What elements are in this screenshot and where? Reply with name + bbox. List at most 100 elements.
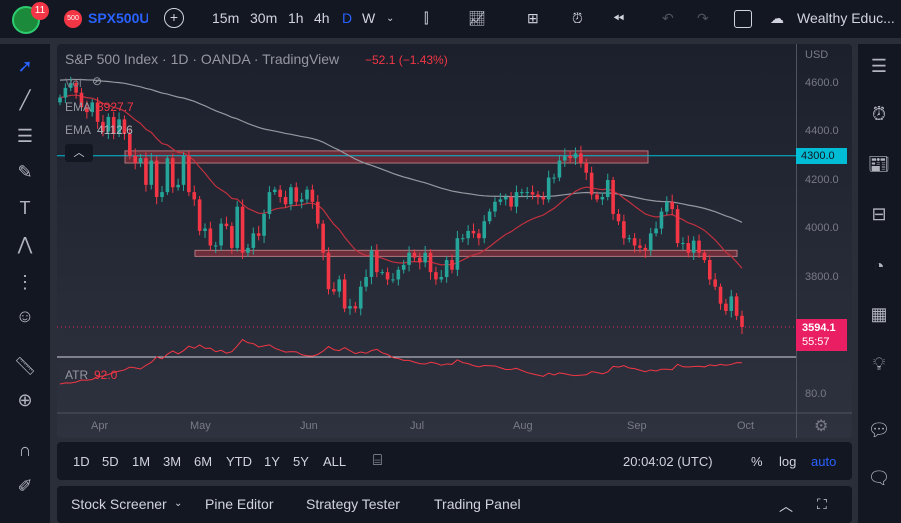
candle-body [724,303,728,311]
fullscreen-square-icon[interactable] [734,10,752,28]
range-all[interactable]: ALL [323,454,347,469]
alarm-clock-icon[interactable]: ⏰︎ [871,104,887,124]
candle-body [133,155,137,164]
candle-body [197,199,202,231]
range-5y[interactable]: 5Y [293,454,309,469]
settings-gear-icon[interactable]: ⚙ [814,418,829,435]
price-chart[interactable] [57,44,852,438]
ruler-icon[interactable]: 📏︎ [13,356,37,376]
fib-icon[interactable]: ☰ [16,126,34,146]
candle-body [74,83,78,93]
interval-1h[interactable]: 1h [288,10,304,26]
cloud-icon[interactable]: ☁︎ [770,10,784,26]
candle-body [455,238,460,270]
magnet-icon[interactable]: ∩ [18,440,32,460]
interval-w[interactable]: W [362,10,376,26]
tab-stock-screener[interactable]: Stock Screener [71,496,167,512]
ema-fast-line [59,94,743,269]
candle-body [326,252,331,290]
price-tick: 4000.0 [805,222,839,234]
utc-clock[interactable]: 20:04:02 (UTC) [623,454,713,469]
trendline-icon[interactable]: ╱ [19,90,31,110]
range-5d[interactable]: 5D [102,454,119,469]
candle-body [417,257,422,263]
interval-15m[interactable]: 15m [212,10,240,26]
pattern-icon[interactable]: ⋀ [17,234,33,254]
currency-selector[interactable]: USD [805,49,829,61]
watchlist-icon[interactable]: ☰ [870,56,888,76]
undo-icon[interactable]: ↶ [662,10,674,26]
eye-hidden-icon[interactable]: ⊘ [92,74,103,88]
prediction-icon[interactable]: ⋮ [16,272,34,292]
ideas-bulb-icon[interactable]: 💡︎ [872,354,886,374]
price-tick: 4400.0 [805,125,839,137]
zoom-icon[interactable]: ⊕ [17,390,33,410]
candle-body [627,238,632,240]
chart-pane[interactable]: S&P 500 Index · 1D · OANDA · TradingView… [57,44,852,438]
chat-icon[interactable]: 🗨︎ [867,468,891,488]
price-tick: 3800.0 [805,271,839,283]
chats-icon[interactable]: 💬︎ [867,420,891,440]
candle-body [348,306,352,309]
right-sidebar: ☰ ⏰︎ 📰︎ ⊟ ◔ ▦ 💡︎ 💬︎ 🗨︎ [858,44,901,523]
text-icon[interactable]: T [19,198,31,218]
bottom-range-bar: 1D 5D 1M 3M 6M YTD 1Y 5Y ALL ⌸ 20:04:02 … [57,442,852,480]
tab-trading-panel[interactable]: Trading Panel [434,496,521,512]
layout-grid-icon[interactable]: ⊞ [527,10,539,26]
candle-body [707,260,712,280]
hotlist-icon[interactable]: ◔ [873,256,885,276]
indicators-icon[interactable]: 📈︎ [468,10,486,26]
collapse-legend-button[interactable]: ︿ [65,144,93,162]
symbol-search[interactable]: SPX500USD [88,10,148,26]
auto-toggle[interactable]: auto [811,454,837,469]
candle-body [283,196,288,205]
candle-body [702,252,707,261]
candle-body [691,240,696,253]
range-1d[interactable]: 1D [73,454,90,469]
brush-icon[interactable]: ✎ [17,162,33,182]
tab-pine-editor[interactable]: Pine Editor [205,496,274,512]
range-ytd[interactable]: YTD [226,454,252,469]
cursor-icon[interactable]: ➚ [17,56,33,76]
collapse-panel-icon[interactable]: ︿ [779,498,793,514]
interval-d[interactable]: D [342,10,353,26]
candle-body [128,133,132,156]
candles-icon[interactable]: ⫿ [424,10,429,26]
alert-clock-icon[interactable]: ⏰︎ [572,10,583,26]
candle-body [342,279,347,309]
log-toggle[interactable]: log [779,454,797,469]
candle-body [90,102,95,113]
interval-4h[interactable]: 4h [314,10,330,26]
ema1-label: EMA [65,100,92,114]
goto-date-icon[interactable]: ⌸ [373,452,383,469]
compare-plus-icon[interactable]: + [164,8,184,28]
candle-body [584,163,589,173]
percent-toggle[interactable]: % [751,454,763,469]
maximize-panel-icon[interactable]: ⛶ [817,496,827,512]
interval-30m[interactable]: 30m [250,10,278,26]
replay-icon[interactable]: ⏪︎ [613,10,625,26]
account-name[interactable]: Wealthy Educ... [797,10,895,26]
tab-strategy-tester[interactable]: Strategy Tester [306,496,400,512]
range-6m[interactable]: 6M [194,454,213,469]
chevron-down-icon[interactable]: ⌄ [386,13,395,24]
calendar-icon[interactable]: ▦ [870,304,888,324]
atr-label: ATR [65,368,89,382]
lock-drawings-icon[interactable]: ✐ [17,476,33,496]
emoji-icon[interactable]: ☺ [15,306,35,326]
candle-body [670,201,674,210]
news-icon[interactable]: 📰︎ [867,154,891,174]
chevron-down-icon[interactable]: ⌄ [174,498,183,509]
candle-body [681,243,685,245]
object-tree-icon[interactable]: ⊟ [871,204,887,224]
candle-body [498,199,503,202]
range-3m[interactable]: 3M [163,454,182,469]
candle-body [299,199,304,202]
candle-body [219,223,223,246]
redo-icon[interactable]: ↷ [697,10,709,26]
price-axis[interactable] [796,44,852,438]
month-label: Sep [627,420,647,432]
range-1y[interactable]: 1Y [264,454,280,469]
range-1m[interactable]: 1M [132,454,151,469]
candle-body [385,272,390,280]
